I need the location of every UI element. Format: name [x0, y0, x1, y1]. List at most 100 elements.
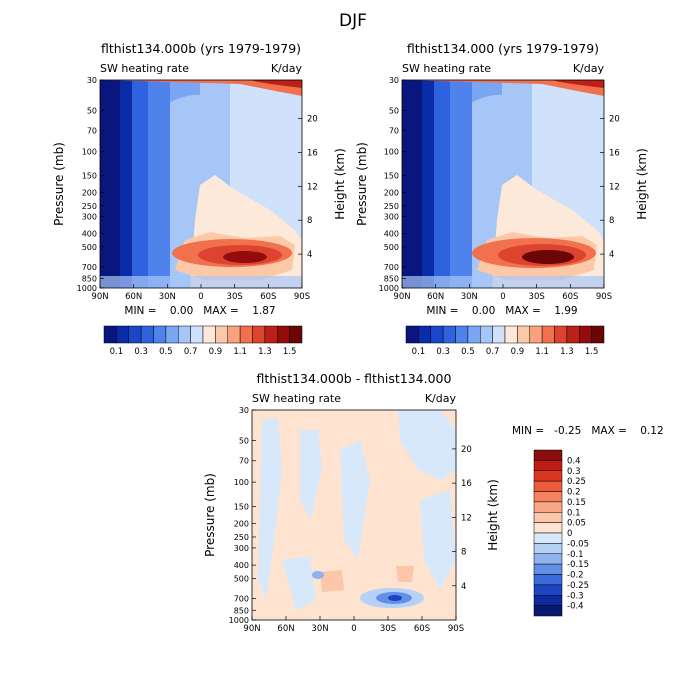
- panel-diff-colorbar-label: -0.4: [567, 602, 584, 612]
- panel-b-colorbar-swatch: [566, 325, 580, 344]
- panel-diff-colorbar-swatch: [533, 491, 563, 503]
- panel-b-colorbar-swatch: [541, 325, 555, 344]
- panel-b-colorbar-swatch: [455, 325, 469, 344]
- panel-a-ytick-label: 50: [87, 106, 97, 115]
- panel-diff-warm-2: [396, 566, 414, 582]
- panel-diff-ytick-label: 100: [234, 478, 249, 487]
- panel-b-colorbar-label: 0.1: [412, 347, 426, 357]
- panel-a-xtick-label: 60S: [260, 292, 276, 302]
- panel-a-ytick-label: 30: [87, 76, 97, 85]
- panel-diff-ticks: 90N 60N 30N 0 30S 60S 90S 30 50 70 100 150 200 250 300…: [229, 406, 472, 634]
- panel-b-colorbar-swatch: [579, 325, 592, 344]
- panel-diff-stats: MIN = -0.25 MAX = 0.12: [512, 425, 664, 437]
- panel-diff-blue-patch-5: [420, 490, 456, 590]
- panel-a-colorbar-swatch: [116, 325, 129, 344]
- panel-a-colorbar-swatch: [277, 325, 290, 344]
- panel-diff-blue-patch-2: [300, 430, 322, 520]
- panel-diff-colorbar-swatch: [533, 595, 563, 606]
- panel-a-upper-warm: [100, 80, 302, 96]
- panel-b-xtick-label: 90S: [596, 292, 612, 302]
- panel-a-xtick-label: 30S: [227, 292, 243, 302]
- panel-diff-ytick-right-label: 16: [461, 479, 472, 489]
- panel-a-ytick-right-label: 8: [307, 216, 312, 226]
- panel-b-colorbar-swatch: [418, 325, 431, 344]
- panel-a-ytick-label: 700: [82, 263, 97, 272]
- panel-b-upper-hot: [552, 80, 604, 88]
- panel-diff-title: flthist134.000b - flthist134.000: [257, 371, 452, 386]
- panel-diff-colorbar-swatch: [533, 449, 563, 461]
- panel-diff-colorbar-label: 0.3: [567, 467, 581, 477]
- panel-b-colorbar-swatch: [442, 325, 456, 344]
- panel-b-colorbar-swatch: [492, 325, 506, 344]
- panel-diff-colorbar-swatch: [533, 584, 563, 596]
- panel-b-subtitle-right: K/day: [573, 62, 605, 75]
- panel-diff-warm-1: [320, 570, 344, 592]
- panel-diff-ytick-label: 700: [234, 595, 249, 604]
- panel-diff-colorbar-label: 0: [567, 529, 572, 539]
- panel-b-colorbar-label: 1.1: [535, 347, 549, 357]
- panel-diff-ylabel-right: Height (km): [486, 479, 500, 550]
- panel-b-subtitle-left: SW heating rate: [402, 62, 491, 75]
- panel-b-ytick-label: 30: [389, 76, 399, 85]
- panel-a-colorbar-swatch: [190, 325, 204, 344]
- panel-a-ytick-label: 150: [82, 171, 97, 180]
- panel-a-core-3: [223, 251, 267, 263]
- panel-b-core-3: [522, 250, 574, 264]
- panel-b-ytick-label: 70: [389, 126, 399, 135]
- panel-diff-colorbar-swatch: [533, 532, 563, 544]
- panel-diff-blue-patch-3: [340, 440, 370, 560]
- panel-b-colorbar-swatch: [529, 325, 543, 344]
- panel-b-ytick-label: 150: [384, 171, 399, 180]
- panel-a-xtick-label: 90S: [294, 292, 310, 302]
- figure-title: DJF: [339, 11, 367, 31]
- panel-diff-colorbar-label: -0.2: [567, 571, 584, 581]
- panel-a-colorbar-label: 1.3: [258, 347, 272, 357]
- panel-a-colorbar-swatch: [227, 325, 241, 344]
- panel-b-ytick-right-label: 12: [609, 182, 620, 192]
- panel-b-title: flthist134.000 (yrs 1979-1979): [407, 41, 599, 56]
- panel-b-colorbar-label: 1.5: [585, 347, 599, 357]
- panel-a-subtitle-right: K/day: [271, 62, 303, 75]
- panel-b-colorbar-swatch: [467, 325, 481, 344]
- panel-a-band-darkest: [100, 80, 120, 288]
- panel-a-field: [100, 80, 302, 288]
- panel-b-colorbar-swatch: [405, 325, 419, 344]
- panel-a-colorbar-swatch: [264, 325, 278, 344]
- panel-a-colorbar-label: 0.7: [184, 347, 198, 357]
- panel-diff-colorbar-swatch: [533, 480, 563, 492]
- panel-a-colorbar-label: 1.1: [233, 347, 247, 357]
- panel-a-colorbar-swatch: [252, 325, 266, 344]
- panel-b-ytick-right-label: 20: [609, 115, 620, 125]
- panel-b-ytick-label: 700: [384, 263, 399, 272]
- panel-a-ytick-label: 250: [82, 202, 97, 211]
- panel-b-ytick-label: 200: [384, 189, 399, 198]
- panel-diff-colorbar-label: -0.05: [567, 539, 589, 549]
- panel-a-xtick-label: 0: [198, 292, 203, 302]
- panel-diff-cold-4: [312, 571, 324, 579]
- panel-a-ytick-right-label: 12: [307, 182, 318, 192]
- panel-a-colorbar-swatch: [165, 325, 179, 344]
- panel-diff-xtick-label: 60S: [414, 624, 430, 634]
- panel-a-ticks: 90N 60N 30N 0 30S 60S 90S 30 50 70 100 150 200 250 300…: [77, 76, 318, 302]
- panel-b-xtick-label: 60S: [562, 292, 578, 302]
- panel-a-colorbar: 0.1 0.3 0.5 0.7 0.9 1.1 1.3 1.5: [103, 325, 303, 357]
- panel-diff-colorbar-label: 0.4: [567, 456, 581, 466]
- panel-diff-colorbar-label: -0.15: [567, 560, 589, 570]
- panel-diff-xtick-label: 90S: [448, 624, 464, 634]
- panel-diff-xtick-label: 60N: [277, 624, 294, 634]
- panel-b-colorbar-swatch: [517, 325, 530, 344]
- panel-b-stats: MIN = 0.00 MAX = 1.99: [426, 305, 577, 317]
- panel-a-subtitle-left: SW heating rate: [100, 62, 189, 75]
- panel-b-xtick-label: 30N: [461, 292, 478, 302]
- panel-diff-ytick-right-label: 12: [461, 513, 472, 523]
- panel-b-colorbar-label: 0.3: [436, 347, 450, 357]
- panel-b-colorbar-label: 0.7: [486, 347, 500, 357]
- panel-diff-ytick-right-label: 20: [461, 445, 472, 455]
- panel-b: flthist134.000 (yrs 1979-1979) SW heatin…: [355, 41, 649, 357]
- panel-b-colorbar-swatch: [480, 325, 493, 344]
- panel-a-colorbar-swatch: [215, 325, 228, 344]
- panel-diff-colorbar-swatch: [533, 522, 563, 534]
- panel-diff-xtick-label: 30N: [311, 624, 328, 634]
- panel-a-ytick-label: 500: [82, 243, 97, 252]
